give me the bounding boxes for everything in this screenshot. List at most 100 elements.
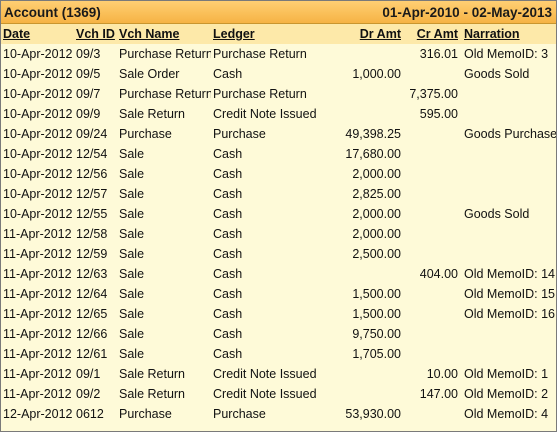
row-ledger: Cash <box>213 187 243 201</box>
row-narration: Goods Purchased <box>464 127 556 141</box>
column-header-ledger[interactable]: Ledger <box>213 27 255 41</box>
row-vch-id: 12/57 <box>76 187 108 201</box>
row-dr-amt: 1,500.00 <box>352 287 401 301</box>
table-row[interactable]: 11-Apr-2012 09/2 Sale Return Credit Note Is… <box>1 384 556 404</box>
column-header-narration[interactable]: Narration <box>464 27 520 41</box>
row-dr-amt <box>324 84 405 104</box>
table-row[interactable]: 10-Apr-2012 09/24 Purchase Purchase 49,398.2… <box>1 124 556 144</box>
table-row[interactable]: 12-Apr-2012 0612 Purchase Purchase 53,930.00… <box>1 404 556 424</box>
column-header-dr-amt[interactable]: Dr Amt <box>359 27 401 41</box>
row-ledger: Credit Note Issued <box>213 387 317 401</box>
row-vch-name: Sale Return <box>119 367 186 381</box>
table-row[interactable]: 11-Apr-2012 12/66 Sale Cash 9,750.00 <box>1 324 556 344</box>
row-ledger: Purchase <box>213 407 266 421</box>
table-row[interactable]: 11-Apr-2012 12/65 Sale Cash 1,500.00 Old Memo… <box>1 304 556 324</box>
row-date: 10-Apr-2012 <box>3 147 73 161</box>
row-cr-amt <box>405 404 462 424</box>
row-date: 12-Apr-2012 <box>3 407 73 421</box>
row-vch-name: Sale <box>119 207 145 221</box>
row-narration: Goods Sold <box>464 67 530 81</box>
row-vch-name: Sale <box>119 227 145 241</box>
row-vch-id: 09/5 <box>76 67 101 81</box>
row-vch-id: 0612 <box>76 407 104 421</box>
row-date: 11-Apr-2012 <box>3 347 72 361</box>
row-ledger: Cash <box>213 147 243 161</box>
row-ledger: Cash <box>213 207 243 221</box>
table-row[interactable]: 10-Apr-2012 12/54 Sale Cash 17,680.00 <box>1 144 556 164</box>
table-header-row: Date Vch ID Vch Name Ledger Dr Amt Cr Am… <box>1 24 556 44</box>
column-header-date[interactable]: Date <box>3 27 31 41</box>
row-dr-amt: 2,000.00 <box>352 227 401 241</box>
row-cr-amt: 7,375.00 <box>409 87 458 101</box>
row-cr-amt <box>405 224 462 244</box>
row-narration: Old MemoID: 4 <box>464 407 549 421</box>
row-vch-name: Sale Return <box>119 107 186 121</box>
row-dr-amt: 1,500.00 <box>352 307 401 321</box>
row-dr-amt: 9,750.00 <box>352 327 401 341</box>
row-ledger: Purchase Return <box>213 87 307 101</box>
row-narration: Old MemoID: 14 <box>464 267 556 281</box>
row-narration: Goods Sold <box>464 207 530 221</box>
row-dr-amt <box>324 104 405 124</box>
table-row[interactable]: 10-Apr-2012 12/55 Sale Cash 2,000.00 Goods So… <box>1 204 556 224</box>
row-date: 11-Apr-2012 <box>3 227 72 241</box>
table-row[interactable]: 10-Apr-2012 09/3 Purchase Return Purchase R… <box>1 44 556 64</box>
row-vch-id: 09/7 <box>76 87 101 101</box>
row-narration: Old MemoID: 1 <box>464 367 549 381</box>
row-dr-amt: 17,680.00 <box>345 147 401 161</box>
row-vch-id: 12/58 <box>76 227 108 241</box>
column-header-vch-id[interactable]: Vch ID <box>76 27 115 41</box>
table-row[interactable]: 11-Apr-2012 09/1 Sale Return Credit Note Is… <box>1 364 556 384</box>
row-narration <box>462 84 556 104</box>
row-dr-amt: 2,500.00 <box>352 247 401 261</box>
row-cr-amt: 10.00 <box>426 367 458 381</box>
table-row[interactable]: 10-Apr-2012 09/9 Sale Return Credit Note Is… <box>1 104 556 124</box>
column-header-vch-name[interactable]: Vch Name <box>119 27 180 41</box>
row-vch-id: 09/3 <box>76 47 101 61</box>
table-row[interactable]: 11-Apr-2012 12/59 Sale Cash 2,500.00 <box>1 244 556 264</box>
row-ledger: Cash <box>213 67 243 81</box>
row-ledger: Cash <box>213 227 243 241</box>
row-dr-amt: 53,930.00 <box>345 407 401 421</box>
row-vch-id: 12/54 <box>76 147 108 161</box>
row-date: 11-Apr-2012 <box>3 327 72 341</box>
row-narration: Old MemoID: 15 <box>464 287 556 301</box>
row-date: 10-Apr-2012 <box>3 47 73 61</box>
row-vch-name: Sale Order <box>119 67 180 81</box>
row-narration: Old MemoID: 2 <box>464 387 549 401</box>
row-cr-amt <box>405 64 462 84</box>
report-period: 01-Apr-2010 - 02-May-2013 <box>382 4 552 20</box>
row-vch-name: Purchase <box>119 407 172 421</box>
row-narration <box>462 344 556 364</box>
row-ledger: Cash <box>213 247 243 261</box>
row-dr-amt: 1,000.00 <box>352 67 401 81</box>
table-row[interactable]: 11-Apr-2012 12/61 Sale Cash 1,705.00 <box>1 344 556 364</box>
row-dr-amt <box>324 44 405 64</box>
row-dr-amt <box>324 364 405 384</box>
row-date: 10-Apr-2012 <box>3 87 73 101</box>
row-date: 10-Apr-2012 <box>3 67 73 81</box>
table-row[interactable]: 10-Apr-2012 09/5 Sale Order Cash 1,000.00 Goo… <box>1 64 556 84</box>
row-ledger: Credit Note Issued <box>213 107 317 121</box>
row-vch-id: 12/56 <box>76 167 108 181</box>
row-cr-amt: 316.01 <box>419 47 458 61</box>
row-vch-name: Sale <box>119 247 145 261</box>
row-date: 11-Apr-2012 <box>3 287 72 301</box>
table-row[interactable]: 11-Apr-2012 12/64 Sale Cash 1,500.00 Old Memo… <box>1 284 556 304</box>
table-row[interactable]: 10-Apr-2012 12/56 Sale Cash 2,000.00 <box>1 164 556 184</box>
row-vch-name: Sale <box>119 327 145 341</box>
row-vch-name: Sale <box>119 187 145 201</box>
table-row[interactable]: 10-Apr-2012 12/57 Sale Cash 2,825.00 <box>1 184 556 204</box>
table-row[interactable]: 10-Apr-2012 09/7 Purchase Return Purchase R… <box>1 84 556 104</box>
row-ledger: Purchase Return <box>213 47 307 61</box>
table-row[interactable]: 11-Apr-2012 12/63 Sale Cash 404.00 Old MemoID… <box>1 264 556 284</box>
row-date: 11-Apr-2012 <box>3 307 72 321</box>
table-row[interactable]: 11-Apr-2012 12/58 Sale Cash 2,000.00 <box>1 224 556 244</box>
row-cr-amt <box>405 164 462 184</box>
column-header-cr-amt[interactable]: Cr Amt <box>416 27 458 41</box>
row-vch-id: 12/63 <box>76 267 108 281</box>
row-narration <box>462 324 556 344</box>
row-vch-name: Sale <box>119 307 145 321</box>
row-cr-amt <box>405 284 462 304</box>
row-vch-id: 12/65 <box>76 307 108 321</box>
